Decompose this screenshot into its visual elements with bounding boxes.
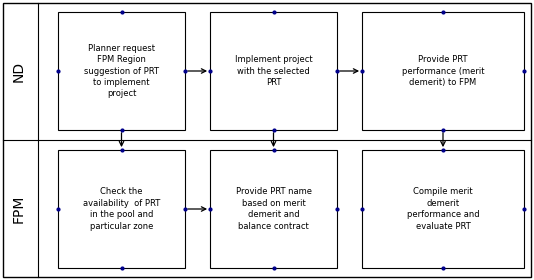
Text: Check the
availability  of PRT
in the pool and
particular zone: Check the availability of PRT in the poo…: [83, 187, 160, 231]
Text: Provide PRT name
based on merit
demerit and
balance contract: Provide PRT name based on merit demerit …: [235, 187, 311, 231]
Bar: [362, 12, 524, 130]
Bar: [58, 150, 185, 268]
Text: ND: ND: [12, 60, 26, 81]
Bar: [362, 150, 524, 268]
Bar: [210, 150, 337, 268]
Text: Provide PRT
performance (merit
demerit) to FPM: Provide PRT performance (merit demerit) …: [402, 55, 484, 87]
Text: Compile merit
demerit
performance and
evaluate PRT: Compile merit demerit performance and ev…: [407, 187, 480, 231]
Text: Planner request
FPM Region
suggestion of PRT
to implement
project: Planner request FPM Region suggestion of…: [84, 44, 159, 98]
Text: Implement project
with the selected
PRT: Implement project with the selected PRT: [234, 55, 312, 87]
Bar: [58, 12, 185, 130]
Bar: [210, 12, 337, 130]
Text: FPM: FPM: [12, 195, 26, 223]
